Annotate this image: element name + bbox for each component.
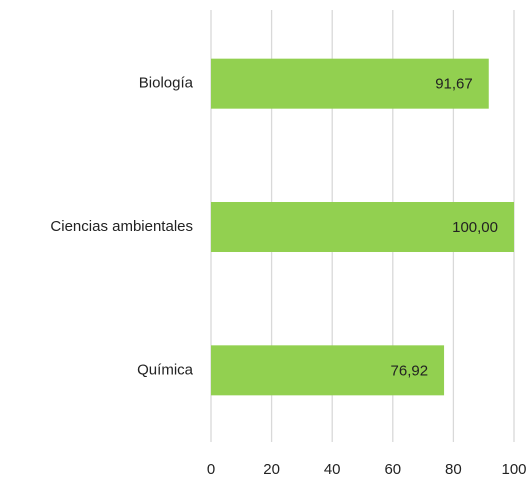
y-tick-label: Biología	[139, 75, 194, 92]
x-tick-label: 80	[445, 461, 462, 478]
y-tick-label: Química	[137, 361, 194, 378]
value-label: 76,92	[391, 362, 429, 379]
value-label: 100,00	[452, 219, 498, 236]
value-label: 91,67	[435, 76, 473, 93]
x-tick-label: 40	[324, 461, 341, 478]
x-tick-label: 20	[263, 461, 280, 478]
bar	[211, 345, 445, 396]
y-tick-label: Ciencias ambientales	[50, 218, 193, 235]
bar	[211, 58, 489, 109]
x-tick-label: 0	[207, 461, 215, 478]
x-tick-label: 100	[501, 461, 526, 478]
x-tick-label: 60	[384, 461, 401, 478]
bar	[211, 202, 514, 252]
